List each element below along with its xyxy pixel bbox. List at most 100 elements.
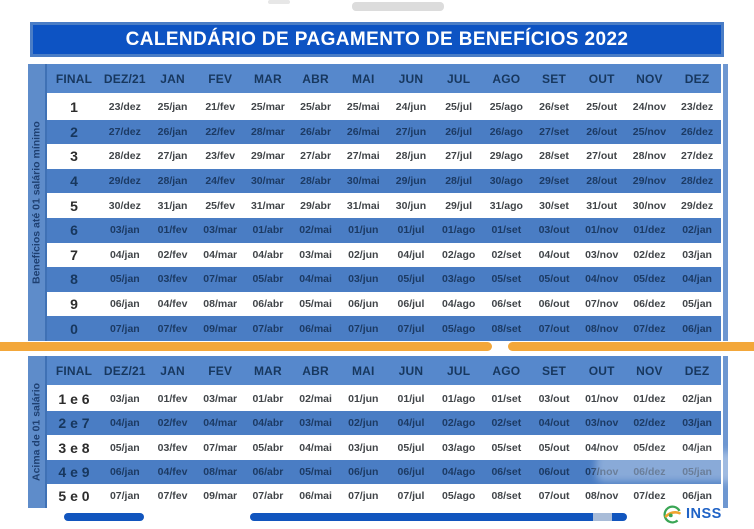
payment-date-cell: 07/jul [397, 322, 425, 335]
payment-date-cell: 07/dez [633, 322, 666, 335]
payment-date-cell: 28/jan [157, 175, 188, 188]
payment-date-cell: 26/out [586, 125, 618, 138]
payment-date-cell: 25/nov [632, 125, 667, 138]
table-row: 1 e 6 03/jan 01/fev 03/mar 01/abr 02/mai 01/ju… [47, 387, 721, 412]
payment-table-above-minimum-wage: Acima de 01 salário FINAL DEZ/21 JAN FEV MAR… [28, 356, 728, 509]
payment-date-cell: 07/fev [157, 489, 188, 502]
window-edge-fragment [268, 0, 290, 4]
payment-date-cell: 04/ago [442, 298, 476, 311]
final-digit-cell: 4 [70, 173, 78, 190]
payment-date-cell: 28/out [586, 175, 618, 188]
final-digit-cell: 8 [70, 271, 78, 288]
inss-logo-icon [662, 504, 683, 525]
payment-date-cell: 28/dez [108, 150, 141, 163]
payment-date-cell: 06/mai [299, 322, 332, 335]
payment-date-cell: 29/jun [395, 175, 427, 188]
payment-date-cell: 01/nov [585, 224, 619, 237]
payment-date-cell: 08/nov [585, 322, 619, 335]
payment-date-cell: 07/nov [585, 298, 619, 311]
payment-date-cell: 25/jul [445, 101, 473, 114]
payment-date-cell: 09/mar [203, 322, 238, 335]
payment-date-cell: 26/jan [157, 125, 188, 138]
payment-date-cell: 28/jun [395, 150, 427, 163]
payment-date-cell: 08/set [491, 489, 522, 502]
payment-date-cell: 04/jul [397, 417, 425, 430]
payment-date-cell: 09/mar [203, 489, 238, 502]
payment-date-cell: 08/nov [585, 489, 619, 502]
payment-date-cell: 02/mai [299, 224, 332, 237]
payment-date-cell: 07/abr [252, 489, 284, 502]
payment-date-cell: 31/jan [157, 199, 188, 212]
payment-date-cell: 25/fev [205, 199, 236, 212]
side-label-strip: Acima de 01 salário [28, 356, 47, 508]
payment-date-cell: 27/jan [157, 150, 188, 163]
final-digit-cell: 2 e 7 [58, 415, 90, 432]
payment-date-cell: 25/mai [346, 101, 380, 114]
payment-date-cell: 26/set [539, 101, 569, 114]
payment-date-cell: 06/jan [109, 465, 140, 478]
payment-date-cell: 31/mar [250, 199, 285, 212]
table-body: 1 e 6 03/jan 01/fev 03/mar 01/abr 02/mai 01/ju… [47, 387, 721, 509]
payment-date-cell: 06/set [491, 465, 522, 478]
payment-date-cell: 31/out [586, 199, 618, 212]
payment-date-cell: 27/jul [445, 150, 473, 163]
payment-date-cell: 01/jun [348, 393, 379, 406]
payment-date-cell: 30/mai [346, 175, 380, 188]
final-digit-cell: 1 e 6 [58, 391, 90, 408]
payment-date-cell: 27/abr [300, 150, 332, 163]
payment-date-cell: 04/jul [397, 248, 425, 261]
payment-date-cell: 02/jan [682, 393, 712, 406]
column-header-fev: FEV [208, 71, 233, 86]
payment-date-cell: 02/jan [682, 224, 712, 237]
orange-divider [0, 342, 754, 351]
payment-date-cell: 01/fev [157, 224, 188, 237]
table-row: 2 e 7 04/jan 02/fev 04/mar 04/abr 03/mai 02/ju… [47, 411, 721, 436]
payment-date-cell: 05/jan [109, 273, 140, 286]
payment-date-cell: 05/jul [397, 441, 425, 454]
payment-date-cell: 04/fev [157, 465, 188, 478]
decorative-blue-bar-short [64, 513, 144, 521]
payment-date-cell: 05/jul [397, 273, 425, 286]
payment-date-cell: 05/mai [299, 298, 332, 311]
column-header-mar: MAR [253, 363, 282, 378]
payment-date-cell: 04/out [538, 417, 570, 430]
payment-date-cell: 28/jul [445, 175, 473, 188]
payment-date-cell: 06/out [538, 465, 570, 478]
payment-date-cell: 03/jan [682, 248, 712, 261]
payment-date-cell: 02/ago [442, 248, 476, 261]
final-digit-cell: 4 e 9 [58, 463, 90, 480]
payment-date-cell: 21/fev [205, 101, 236, 114]
payment-date-cell: 23/fev [205, 150, 236, 163]
column-header-jun: JUN [398, 363, 424, 378]
column-header-mar: MAR [253, 71, 282, 86]
payment-date-cell: 03/jan [109, 224, 140, 237]
payment-date-cell: 07/jan [109, 322, 140, 335]
side-label-text: Acima de 01 salário [30, 382, 43, 482]
payment-date-cell: 04/jan [682, 441, 712, 454]
payment-date-cell: 07/fev [157, 322, 188, 335]
payment-date-cell: 06/jan [109, 298, 140, 311]
payment-date-cell: 02/dez [633, 417, 666, 430]
payment-date-cell: 01/ago [442, 393, 476, 406]
table-right-edge [723, 64, 728, 341]
payment-date-cell: 25/out [586, 101, 618, 114]
table-grid: FINAL DEZ/21 JAN FEV MAR ABR MAI JUN JUL AGO SET OU… [47, 64, 721, 341]
table-body: 1 23/dez 25/jan 21/fev 25/mar 25/abr 25/mai 24/… [47, 95, 721, 341]
payment-date-cell: 01/dez [633, 393, 666, 406]
column-header-jan: JAN [160, 71, 185, 86]
payment-date-cell: 01/fev [157, 393, 188, 406]
payment-date-cell: 01/set [491, 224, 522, 237]
payment-date-cell: 03/mar [203, 393, 238, 406]
payment-date-cell: 03/nov [585, 417, 619, 430]
payment-date-cell: 03/nov [585, 248, 619, 261]
payment-date-cell: 04/abr [252, 248, 284, 261]
payment-date-cell: 02/jun [348, 248, 379, 261]
final-digit-cell: 2 [70, 123, 78, 140]
payment-date-cell: 07/jun [348, 489, 379, 502]
payment-date-cell: 29/dez [681, 199, 714, 212]
payment-date-cell: 05/out [538, 441, 570, 454]
payment-date-cell: 04/out [538, 248, 570, 261]
payment-date-cell: 25/abr [300, 101, 332, 114]
column-header-final: FINAL [55, 363, 93, 378]
payment-date-cell: 06/jun [348, 465, 379, 478]
